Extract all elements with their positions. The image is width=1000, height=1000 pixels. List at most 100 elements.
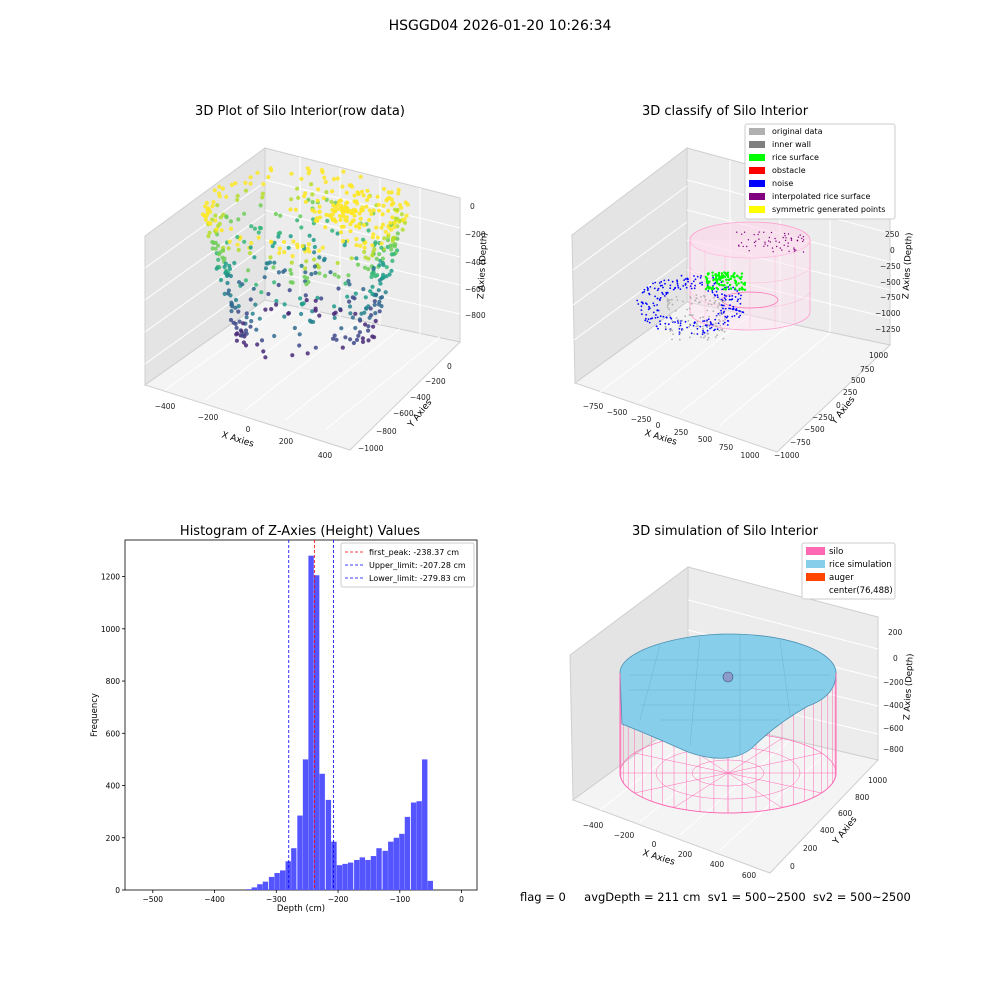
interpolated-point [801, 237, 803, 240]
s4-legend-silo: silo [829, 547, 843, 557]
original-point [690, 314, 692, 317]
scatter-point [252, 255, 257, 260]
scatter-point [381, 222, 385, 227]
subplot4-title: 3D simulation of Silo Interior [632, 524, 818, 539]
interpolated-point [758, 231, 760, 233]
s2-ztick-1: 0 [890, 246, 895, 255]
scatter-point [290, 353, 295, 358]
scatter-point [210, 204, 215, 209]
scatter-point [376, 288, 381, 293]
scatter-point [309, 182, 314, 187]
subplot4-tick-labels: −400 −200 0 200 400 600 1000 800 600 400… [583, 628, 904, 880]
noise-point [636, 299, 639, 302]
original-point [695, 325, 698, 328]
scatter-point [233, 297, 239, 303]
scatter-point [274, 298, 279, 304]
noise-point [652, 302, 655, 305]
noise-point [655, 314, 657, 316]
rice-surface-point [736, 274, 739, 277]
noise-point [657, 287, 660, 290]
scatter-point [317, 248, 322, 253]
s1-ytick-5: −1000 [358, 444, 384, 453]
scatter-point [331, 311, 337, 316]
original-point [664, 325, 667, 328]
scatter-point [217, 194, 222, 199]
noise-point [659, 320, 661, 323]
interpolated-point [790, 237, 792, 239]
s4-legend-swatch-silo [806, 547, 825, 555]
noise-point [723, 321, 726, 324]
rice-surface-point [716, 274, 719, 277]
noise-point [671, 280, 674, 283]
x-tick-label: −200 [328, 895, 349, 904]
scatter-point [233, 305, 238, 310]
scatter-point [350, 184, 355, 189]
scatter-point [383, 229, 388, 234]
scatter-point [231, 320, 236, 325]
rice-surface-point [740, 288, 744, 291]
noise-point [680, 274, 683, 277]
scatter-point [248, 181, 253, 186]
scatter-point [253, 302, 258, 307]
scatter-point [226, 291, 231, 296]
scatter-point [216, 223, 221, 229]
s4-legend-box [801, 542, 896, 600]
scatter-point [232, 260, 237, 266]
scatter-point [386, 208, 391, 213]
scatter-point [345, 294, 350, 299]
rice-surface-point [705, 277, 709, 280]
s3-legend-box [340, 542, 475, 588]
interpolated-point [799, 234, 801, 236]
scatter-point [359, 208, 364, 213]
original-point [718, 298, 720, 300]
histogram-bar [404, 816, 411, 890]
scatter-point [229, 302, 234, 307]
scatter-point [226, 246, 231, 251]
histogram-bar [422, 759, 428, 890]
scatter-point [319, 296, 324, 301]
scatter-point [256, 230, 261, 235]
scatter-point [344, 201, 349, 206]
noise-point [739, 310, 741, 313]
noise-point [733, 315, 736, 317]
scatter-point [375, 235, 380, 240]
interpolated-point [802, 236, 805, 238]
scatter-point [322, 256, 327, 261]
scatter-point [306, 242, 311, 247]
scatter-point [389, 197, 394, 202]
histogram-bar [302, 759, 309, 890]
s2-ytick-2: 500 [851, 376, 866, 385]
original-point [714, 325, 717, 327]
scatter-point [266, 291, 271, 297]
s4-legend-auger: auger [829, 573, 854, 583]
scatter-point [219, 228, 224, 233]
original-point [694, 299, 696, 302]
y-tick-label: 400 [106, 782, 121, 791]
s4-ztick-3: −400 [883, 701, 904, 710]
s3-ylabel: Frequency [90, 693, 100, 737]
s2-legend-box [744, 123, 896, 220]
scatter-point [332, 333, 337, 338]
original-point [672, 333, 674, 336]
y-tick-label: 0 [115, 886, 120, 895]
scatter-point [405, 202, 410, 207]
scatter-point [297, 332, 302, 337]
s4-xtick-3: 200 [678, 850, 693, 859]
scatter-point [377, 263, 382, 268]
noise-point [728, 295, 731, 297]
original-point [716, 325, 718, 328]
s2-legend-swatch-interp [749, 193, 765, 200]
s1-xtick-0: −400 [155, 402, 176, 411]
interpolated-point [740, 242, 743, 244]
noise-point [669, 316, 672, 319]
s2-ztick-5: −1000 [875, 309, 901, 318]
scatter-point [237, 319, 242, 324]
s4-zlabel: Z Axies (Depth) [902, 653, 915, 720]
scatter-point [240, 333, 245, 338]
scatter-point [255, 170, 260, 175]
original-point [714, 336, 717, 338]
silo-floor-spoke [634, 772, 729, 794]
scatter-point [228, 219, 233, 224]
s2-zlabel: Z Axies (Depth) [901, 232, 914, 299]
